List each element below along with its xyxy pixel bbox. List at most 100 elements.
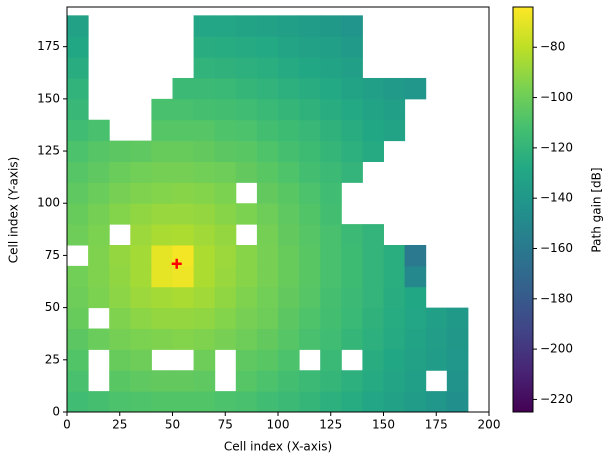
heat-cell (278, 77, 300, 100)
heat-cell (235, 307, 258, 329)
y-tick-label: 150 (37, 91, 60, 105)
heat-cell (383, 77, 406, 100)
heat-cell (151, 119, 173, 142)
heat-cell (193, 15, 216, 37)
heat-cell (383, 349, 406, 371)
y-tick-label: 50 (45, 300, 60, 314)
heat-cell (214, 36, 237, 58)
heat-cell (278, 203, 300, 225)
heat-cell (299, 370, 321, 392)
heat-cell (299, 391, 321, 413)
heat-cell (278, 265, 300, 288)
heat-cell (383, 328, 406, 350)
heat-cell (67, 57, 89, 79)
heat-cell (214, 286, 237, 309)
heat-cell (235, 244, 258, 267)
heat-cell (151, 161, 173, 183)
heat-cell (235, 119, 258, 142)
heat-cell (299, 36, 321, 58)
heat-cell (256, 119, 279, 142)
heat-cell (172, 98, 195, 121)
y-tick-label: 175 (37, 39, 60, 53)
x-tick-label: 175 (425, 418, 448, 432)
heat-cell (130, 182, 152, 204)
heat-cell (320, 391, 342, 413)
heat-cell (235, 370, 258, 392)
y-tick-label: 125 (37, 144, 60, 158)
heat-cell (362, 307, 384, 329)
heat-cell (299, 265, 321, 288)
heat-cell (299, 119, 321, 142)
heat-cell (320, 224, 342, 246)
heat-cell (88, 391, 110, 413)
heat-cell (299, 286, 321, 309)
heat-cell (256, 265, 279, 288)
heat-cell (256, 349, 279, 371)
heat-cell (193, 286, 216, 309)
heat-cell (320, 36, 342, 58)
heat-cell (299, 15, 321, 37)
heat-cell (256, 224, 279, 246)
heat-cell (109, 203, 131, 225)
heat-cell (172, 307, 195, 329)
heat-cell (341, 391, 363, 413)
heat-cell (446, 328, 469, 350)
heat-cell (362, 98, 384, 121)
heat-cell (88, 328, 110, 350)
heat-cell (320, 203, 342, 225)
heat-cell (299, 328, 321, 350)
heat-cell (214, 224, 237, 246)
heat-cell (130, 161, 152, 183)
heat-cell (67, 15, 89, 37)
y-tick-label: 100 (37, 196, 60, 210)
heat-cell (320, 57, 342, 79)
heat-cell (256, 57, 279, 79)
heat-cell (235, 391, 258, 413)
heat-cell (362, 140, 384, 162)
heat-cell (425, 328, 448, 350)
colorbar (512, 6, 534, 413)
heat-cell (109, 244, 131, 267)
heat-cell (256, 286, 279, 309)
y-tick-label: 0 (52, 405, 60, 419)
heat-cell (341, 286, 363, 309)
heat-cell (362, 391, 384, 413)
heat-cell (172, 77, 195, 100)
heat-cell (446, 349, 469, 371)
heat-cell (320, 286, 342, 309)
heat-cell (88, 119, 110, 142)
heat-cell (151, 203, 173, 225)
colorbar-tick-label: −180 (540, 291, 573, 305)
heat-cell (67, 391, 89, 413)
heat-cell (341, 140, 363, 162)
heat-cell (67, 349, 89, 371)
heat-cell (109, 161, 131, 183)
heat-cell (172, 182, 195, 204)
heat-cell (172, 370, 195, 392)
heat-cell (193, 265, 216, 288)
heat-cell (256, 98, 279, 121)
heat-cell (214, 140, 237, 162)
heat-cell (67, 370, 89, 392)
heat-cell (278, 328, 300, 350)
colorbar-tick-label: −100 (540, 90, 573, 104)
heat-cell (362, 286, 384, 309)
heat-cell (109, 307, 131, 329)
heat-cell (67, 203, 89, 225)
heat-cell (109, 391, 131, 413)
x-axis-label: Cell index (X-axis) (224, 440, 332, 454)
heat-cell (235, 265, 258, 288)
heat-cell (130, 140, 152, 162)
heat-cell (151, 370, 173, 392)
heat-cell (362, 77, 384, 100)
heat-cell (278, 119, 300, 142)
heat-cell (130, 391, 152, 413)
heat-cell (256, 307, 279, 329)
heat-cell (214, 203, 237, 225)
x-tick-label: 125 (319, 418, 342, 432)
heat-cell (88, 224, 110, 246)
heat-cell (193, 140, 216, 162)
heat-cell (109, 349, 131, 371)
heat-cell (404, 349, 427, 371)
heat-cell (446, 307, 469, 329)
